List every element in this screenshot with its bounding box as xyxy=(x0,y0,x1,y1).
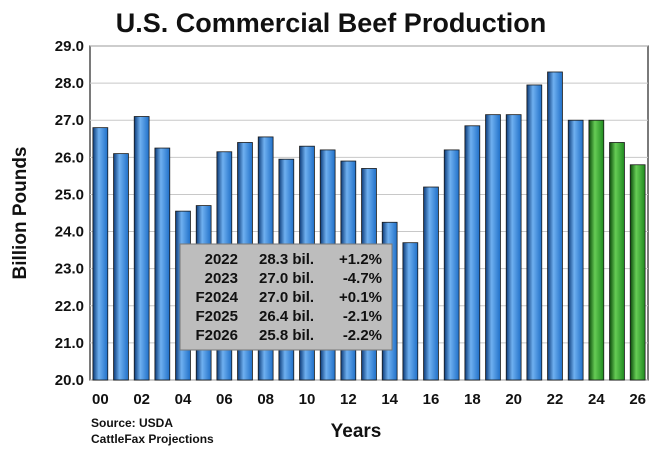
y-axis-label: Billion Pounds xyxy=(10,147,31,280)
bar xyxy=(567,119,584,381)
bar xyxy=(443,149,460,381)
annotation-row: F2025 26.4 bil. -2.1% xyxy=(195,308,382,325)
bar xyxy=(485,114,501,381)
bar xyxy=(113,153,129,381)
annotation-change: -2.2% xyxy=(343,327,382,344)
x-tick-label: 26 xyxy=(629,391,646,408)
y-tick-label: 25.0 xyxy=(55,186,84,203)
annotation-year: F2025 xyxy=(195,308,238,325)
forecast-bar xyxy=(629,164,646,381)
annotation-row: 2023 27.0 bil. -4.7% xyxy=(205,270,382,287)
x-tick-label: 00 xyxy=(92,391,109,408)
x-tick-label: 22 xyxy=(547,391,564,408)
annotation-year: 2023 xyxy=(205,270,238,287)
y-tick-label: 20.0 xyxy=(55,372,84,389)
annotation-change: +0.1% xyxy=(339,289,382,306)
bar xyxy=(505,114,522,381)
annotation-value: 26.4 bil. xyxy=(259,308,314,325)
y-tick-label: 22.0 xyxy=(55,298,84,315)
bar xyxy=(133,116,150,381)
bar xyxy=(402,242,419,381)
annotation-value: 25.8 bil. xyxy=(259,327,314,344)
annotation-row: F2026 25.8 bil. -2.2% xyxy=(195,327,382,344)
annotation-row: F2024 27.0 bil. +0.1% xyxy=(195,289,382,306)
y-tick-label: 27.0 xyxy=(55,112,84,129)
bar xyxy=(464,125,481,381)
x-tick-label: 14 xyxy=(381,391,398,408)
y-tick-label: 21.0 xyxy=(55,335,84,352)
annotation-value: 27.0 bil. xyxy=(259,270,314,287)
annotation-year: F2024 xyxy=(195,289,238,306)
x-tick-label: 16 xyxy=(423,391,440,408)
y-tick-label: 28.0 xyxy=(55,75,84,92)
x-tick-label: 04 xyxy=(175,391,192,408)
annotation-row: 2022 28.3 bil. +1.2% xyxy=(205,251,382,268)
annotation-change: +1.2% xyxy=(339,251,382,268)
annotation-value: 28.3 bil. xyxy=(259,251,314,268)
forecast-bar xyxy=(588,119,605,381)
x-axis-ticks: 00 02 04 06 08 10 12 14 16 18 20 22 24 26 xyxy=(92,391,646,408)
annotation-box: 2022 28.3 bil. +1.2% 2023 27.0 bil. -4.7… xyxy=(179,243,393,351)
x-axis-label: Years xyxy=(331,421,382,442)
annotation-background xyxy=(179,243,393,351)
y-tick-label: 23.0 xyxy=(55,261,84,278)
source-line-2: CattleFax Projections xyxy=(91,432,214,446)
y-tick-label: 26.0 xyxy=(55,149,84,166)
x-tick-label: 20 xyxy=(505,391,522,408)
bar xyxy=(154,147,171,381)
x-tick-label: 06 xyxy=(216,391,233,408)
forecast-bar xyxy=(609,142,625,381)
annotation-value: 27.0 bil. xyxy=(259,289,314,306)
x-tick-label: 24 xyxy=(588,391,605,408)
bar xyxy=(526,84,543,381)
x-tick-label: 18 xyxy=(464,391,481,408)
x-tick-label: 08 xyxy=(257,391,274,408)
x-tick-label: 12 xyxy=(340,391,357,408)
y-tick-label: 24.0 xyxy=(55,224,84,241)
bar xyxy=(423,186,439,381)
y-axis-ticks: 20.0 21.0 22.0 23.0 24.0 25.0 26.0 27.0 28.0 29.0 xyxy=(55,38,84,389)
annotation-year: 2022 xyxy=(205,251,238,268)
bar xyxy=(547,71,563,381)
y-tick-label: 29.0 xyxy=(55,38,84,55)
chart-title: U.S. Commercial Beef Production xyxy=(116,8,547,38)
annotation-year: F2026 xyxy=(195,327,238,344)
x-tick-label: 10 xyxy=(299,391,316,408)
annotation-change: -4.7% xyxy=(343,270,382,287)
annotation-change: -2.1% xyxy=(343,308,382,325)
bar xyxy=(92,127,109,381)
source-line-1: Source: USDA xyxy=(91,416,173,430)
x-tick-label: 02 xyxy=(133,391,150,408)
